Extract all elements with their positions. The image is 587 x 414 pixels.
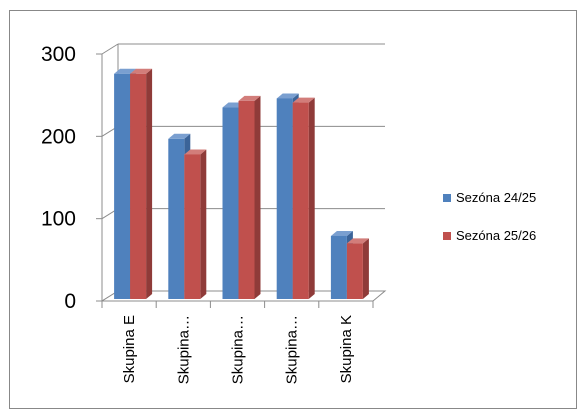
bar-top (292, 97, 315, 103)
bar (238, 95, 261, 300)
bar-side (200, 149, 207, 299)
x-tick-label: Skupina… (284, 315, 301, 384)
bar-front (346, 243, 363, 299)
legend-label: Sezóna 24/25 (456, 190, 536, 205)
x-tick-label: Skupina K (338, 315, 355, 383)
bar (292, 97, 315, 300)
bar-side (146, 68, 153, 299)
x-tick-label: Skupina E (121, 315, 138, 383)
gridline-depth (101, 43, 119, 55)
bars (114, 68, 369, 300)
y-tick-label: 200 (41, 125, 76, 148)
bar-top (346, 238, 369, 244)
bar-side (254, 95, 261, 300)
bar (346, 238, 369, 299)
y-tick-label: 300 (41, 43, 76, 66)
bar-front (168, 138, 185, 299)
bar-top (168, 133, 191, 139)
bar-side (362, 238, 369, 299)
bar-front (130, 73, 147, 299)
legend-label: Sezóna 25/26 (456, 228, 536, 243)
legend-swatch (443, 194, 451, 202)
x-tick-label: Skupina… (175, 315, 192, 384)
legend-swatch (443, 232, 451, 240)
bar (184, 149, 207, 299)
bar-front (276, 98, 293, 300)
legend: Sezóna 24/25 Sezóna 25/26 (443, 190, 536, 243)
y-tick-label: 0 (64, 290, 76, 313)
y-tick-label: 100 (41, 208, 76, 231)
bar (130, 68, 153, 299)
x-tick-label: Skupina… (230, 315, 247, 384)
bar-top (114, 68, 137, 74)
bar-front (292, 102, 309, 300)
y-axis-tick-labels: 0 100 200 300 (41, 43, 76, 313)
bar-front (184, 154, 201, 299)
bar-front (222, 107, 239, 300)
bar-front (114, 73, 131, 299)
bar-top (276, 93, 299, 99)
bar-top (238, 95, 261, 101)
bar-side (308, 97, 315, 300)
bar-front (330, 235, 347, 299)
bar-top (330, 230, 353, 236)
bar-front (238, 100, 255, 300)
bar-top (184, 149, 207, 155)
bar-top (130, 68, 153, 74)
x-axis-tick-labels: Skupina E Skupina… Skupina… Skupina… Skupina… (121, 315, 355, 384)
